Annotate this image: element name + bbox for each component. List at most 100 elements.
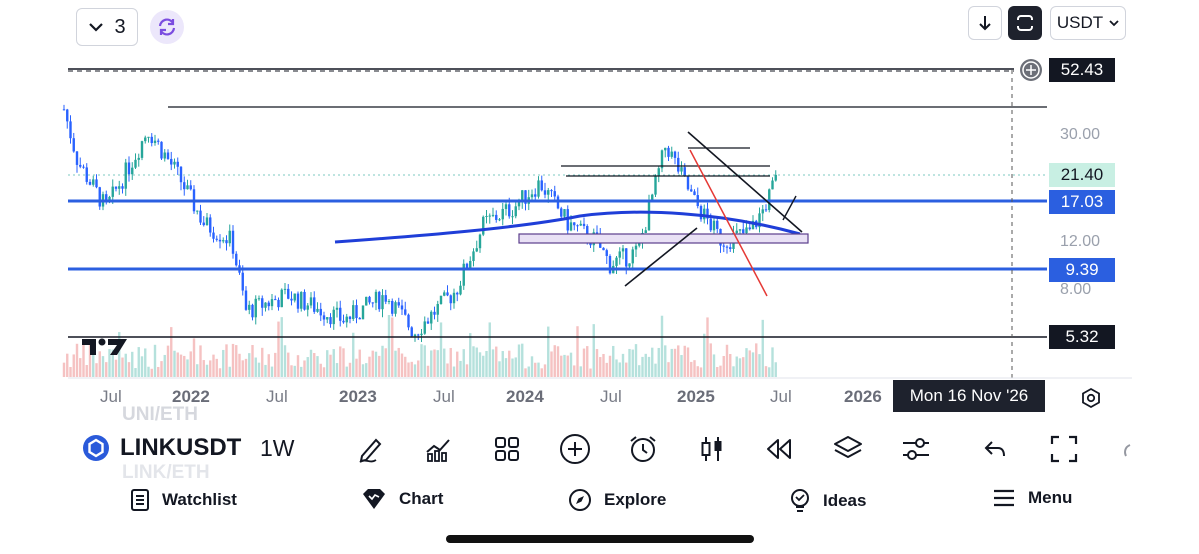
candle-body — [608, 256, 612, 274]
candle-body — [420, 333, 423, 336]
add-button[interactable] — [558, 432, 592, 466]
volume-bar — [748, 350, 751, 377]
volume-bar — [248, 353, 251, 377]
volume-bar — [306, 357, 309, 377]
volume-bar — [326, 350, 329, 377]
chart-canvas[interactable] — [0, 0, 1199, 420]
candle-body — [404, 309, 407, 315]
candle-body — [365, 296, 368, 306]
candle-body — [511, 216, 514, 218]
add-alert-icon[interactable] — [1020, 59, 1042, 81]
volume-bar — [540, 368, 543, 377]
indicators-button[interactable] — [421, 432, 455, 466]
volume-bar — [686, 347, 690, 377]
volume-bar — [134, 368, 137, 377]
candle-body — [745, 227, 748, 234]
candle-body — [153, 140, 157, 144]
nav-chart[interactable]: Chart — [361, 488, 443, 510]
candle-body — [205, 217, 209, 226]
volume-bar — [625, 362, 628, 377]
chart-type-button[interactable] — [695, 432, 729, 466]
candle-body — [482, 216, 485, 235]
candle-body — [417, 334, 420, 336]
candle-body — [758, 213, 761, 228]
volume-bar — [313, 353, 316, 377]
rewind-icon — [767, 439, 791, 459]
volume-bar — [465, 364, 469, 377]
candle-body — [355, 305, 358, 319]
fullscreen-button[interactable] — [1008, 6, 1042, 40]
volume-bar — [257, 362, 261, 377]
interval-selector[interactable]: 3 — [76, 8, 138, 46]
volume-bar — [69, 367, 72, 377]
candle-body — [384, 295, 387, 302]
time-tick-year: 2023 — [339, 387, 377, 406]
volume-bar — [384, 348, 387, 377]
chart-settings-toolbar-button[interactable] — [899, 432, 933, 466]
nav-explore[interactable]: Explore — [568, 488, 666, 512]
volume-bar — [62, 362, 66, 377]
volume-bar — [329, 354, 332, 377]
volume-bar — [413, 364, 417, 377]
volume-bar — [131, 351, 134, 377]
volume-bar — [439, 322, 443, 377]
nav-ideas[interactable]: Ideas — [789, 488, 866, 514]
currency-selector[interactable]: USDT — [1050, 6, 1126, 40]
volume-bar — [192, 338, 196, 377]
volume-bar — [751, 352, 755, 377]
nav-watchlist[interactable]: Watchlist — [130, 488, 237, 512]
candle-body — [309, 297, 313, 306]
trendline-red — [689, 149, 768, 297]
volume-bar — [290, 365, 293, 377]
symbol-ticker[interactable]: LINKUSDT — [120, 434, 242, 462]
candle-body — [521, 190, 524, 202]
candle-body — [160, 141, 163, 159]
candle-body — [605, 250, 608, 257]
candle-body — [69, 121, 72, 139]
candle-body — [118, 186, 121, 189]
more-tools-indicator[interactable] — [1120, 442, 1132, 458]
undo-button[interactable] — [978, 432, 1012, 466]
fullscreen-toolbar-button[interactable] — [1047, 432, 1081, 466]
candle-body — [683, 167, 686, 176]
nav-menu[interactable]: Menu — [992, 488, 1072, 508]
candle-body — [293, 293, 296, 301]
candle-body — [439, 295, 443, 304]
candle-body — [170, 158, 173, 165]
sync-button[interactable] — [150, 10, 184, 44]
object-tree-button[interactable] — [831, 432, 865, 466]
candle-body — [443, 292, 446, 296]
settings-hexagon-icon — [1082, 387, 1100, 409]
candle-body — [254, 298, 257, 318]
candle-body — [540, 180, 543, 191]
candle-body — [423, 321, 426, 334]
layouts-button[interactable] — [490, 432, 524, 466]
volume-bar — [547, 326, 550, 377]
volume-bar — [602, 353, 605, 377]
candle-body — [413, 334, 417, 337]
chart-settings-button[interactable] — [1077, 384, 1105, 412]
candle-body — [306, 305, 309, 310]
volume-bar — [582, 348, 586, 377]
candle-body — [621, 248, 625, 252]
draw-tool-button[interactable] — [354, 432, 388, 466]
volume-bar — [225, 344, 228, 377]
candle-body — [738, 229, 742, 231]
symbol-interval[interactable]: 1W — [260, 435, 295, 461]
volume-bar — [404, 356, 407, 377]
volume-bar — [137, 347, 140, 377]
volume-bar — [446, 363, 449, 377]
candle-body — [488, 215, 491, 217]
volume-bar — [595, 349, 599, 377]
candle-body — [283, 288, 287, 290]
candle-body — [478, 234, 482, 249]
scroll-to-latest-button[interactable] — [968, 6, 1002, 40]
pencil-icon — [359, 438, 382, 463]
replay-button[interactable] — [762, 432, 796, 466]
candle-body — [550, 190, 553, 192]
candle-body — [358, 318, 361, 320]
candle-body — [465, 263, 469, 269]
alert-button[interactable] — [626, 432, 660, 466]
volume-bar — [677, 345, 680, 377]
candle-body — [381, 295, 384, 310]
